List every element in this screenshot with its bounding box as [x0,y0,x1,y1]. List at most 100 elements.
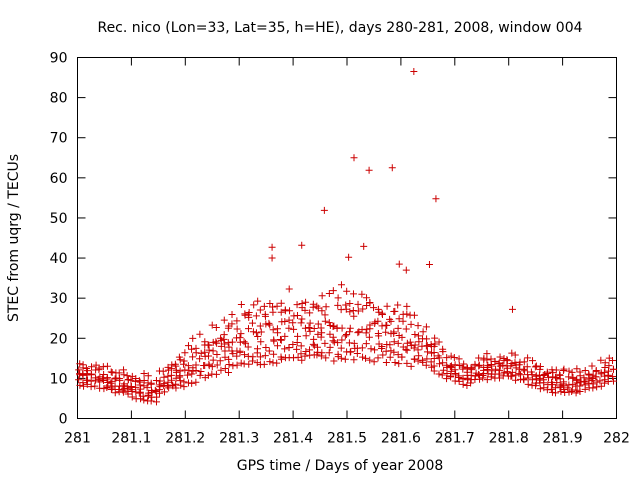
data-point [435,370,443,378]
data-point [171,360,179,368]
data-point [414,322,422,330]
data-point [103,362,111,370]
data-point [386,341,394,349]
y-tick-label: 0 [59,412,68,428]
data-point [242,339,250,347]
data-point [233,317,241,325]
data-point [395,360,403,368]
data-point [609,365,617,373]
data-point [467,379,475,387]
data-point [298,356,306,364]
data-point [371,318,379,326]
data-point [334,301,342,309]
data-point [237,300,245,308]
data-point [447,372,455,380]
y-tick-label: 50 [50,211,68,227]
data-point [508,349,516,357]
data-point [349,290,357,298]
data-point [107,368,115,376]
data-point [160,381,168,389]
data-point [495,366,503,374]
data-point [391,359,399,367]
data-point [298,241,306,249]
data-point [366,298,374,306]
data-point [573,365,581,373]
data-point [241,351,249,359]
data-point [281,317,289,325]
data-point [302,332,310,340]
data-point [168,361,176,369]
data-point [228,320,236,328]
data-point [212,323,220,331]
data-point [225,343,233,351]
data-point [294,353,302,361]
data-point [293,338,301,346]
data-point [205,362,213,370]
data-point [289,340,297,348]
data-point [302,347,310,355]
data-point [365,333,373,341]
data-point [268,254,276,262]
data-point [427,358,435,366]
data-point [204,352,212,360]
data-point [320,206,328,214]
data-point [492,365,500,373]
data-point [325,290,333,298]
data-point [79,364,87,372]
data-point [313,343,321,351]
x-tick-label: 281.1 [111,431,151,447]
data-point [503,356,511,364]
data-point [365,166,373,174]
data-point [252,329,260,337]
data-point [184,342,192,350]
data-point [536,365,544,373]
data-point [422,361,430,369]
y-tick-label: 80 [50,91,68,107]
data-point [184,362,192,370]
data-point [306,346,314,354]
data-point [459,363,467,371]
data-point [165,366,173,374]
data-point [605,362,613,370]
data-point [277,299,285,307]
data-point [111,389,119,397]
data-point [293,301,301,309]
data-point [330,338,338,346]
x-tick-label: 281.7 [435,431,475,447]
data-point [346,328,354,336]
y-tick-label: 20 [50,331,68,347]
data-point [322,303,330,311]
data-point [341,355,349,363]
data-point [290,325,298,333]
data-point [245,360,253,368]
data-point [527,368,535,376]
data-point [387,347,395,355]
data-point [75,366,83,374]
data-point [321,311,329,319]
data-point [423,348,431,356]
data-point [273,325,281,333]
x-tick-label: 281.4 [273,431,313,447]
data-point [217,366,225,374]
y-tick-label: 90 [50,51,68,67]
data-point [314,304,322,312]
data-point [253,359,261,367]
data-point [521,367,529,375]
data-point [410,355,418,363]
data-point [92,361,100,369]
data-point [350,356,358,364]
data-point [123,372,131,380]
data-point [508,360,516,368]
data-point [212,370,220,378]
data-point [467,364,475,372]
data-point [276,335,284,343]
data-point [382,359,390,367]
data-point [262,344,270,352]
data-point [334,350,342,358]
data-point [459,375,467,383]
data-point [260,360,268,368]
data-point [165,384,173,392]
data-point [297,319,305,327]
data-point [87,377,95,385]
